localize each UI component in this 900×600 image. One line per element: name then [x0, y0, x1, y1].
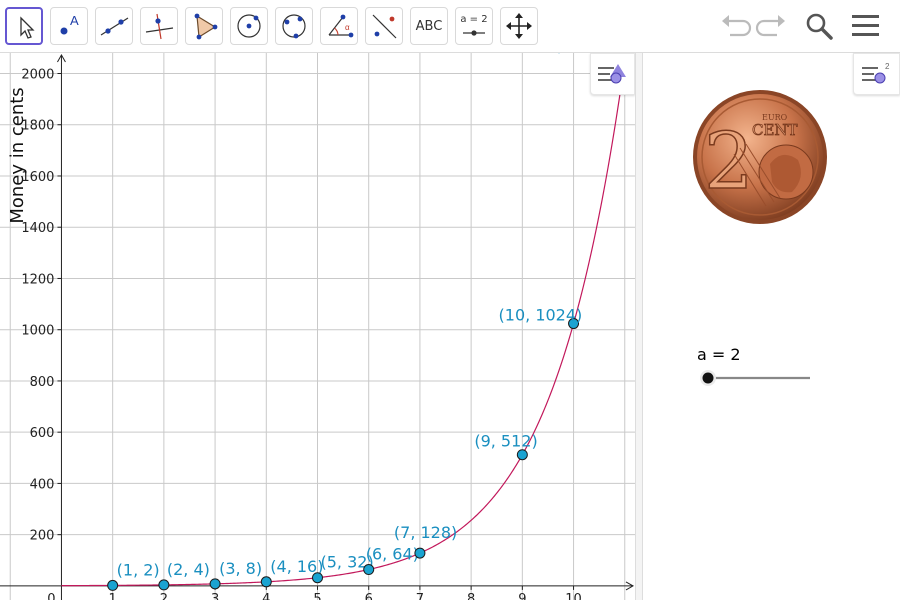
data-point-label: (1, 2) [117, 560, 160, 579]
circle-center-icon [237, 14, 261, 38]
data-point-label: (5, 32) [321, 553, 374, 572]
slider-tool-label: a = 2 [460, 14, 488, 25]
data-point-label: (6, 64) [366, 545, 419, 564]
x-tick-label: 3 [211, 592, 219, 600]
x-tick-label: 7 [416, 592, 424, 600]
y-axis-label: Money in cents [7, 87, 28, 223]
angle-icon: α [328, 14, 354, 38]
x-tick-label: 6 [365, 592, 373, 600]
slider-a-label: a = 2 [697, 345, 741, 364]
undo-button[interactable] [718, 9, 752, 43]
data-point [260, 576, 272, 588]
reflect-icon [372, 14, 397, 39]
menu-icon [852, 15, 879, 36]
data-point [363, 564, 375, 576]
svg-text:2: 2 [885, 62, 890, 71]
y-tick-label: 1200 [21, 272, 54, 287]
search-icon [806, 13, 833, 40]
style-bar-icon: 2 [862, 62, 890, 84]
circle-three-points-icon [282, 14, 306, 39]
function-curve [61, 53, 627, 587]
y-tick-label: 1000 [21, 324, 54, 339]
two-euro-cent-coin-image: 2 EURO CENT [693, 90, 827, 224]
svg-text:EURO: EURO [762, 113, 788, 122]
y-tick-label: 600 [30, 426, 55, 441]
y-axis-arrow [57, 53, 66, 63]
search-button[interactable] [802, 9, 836, 43]
point-tool[interactable]: A [50, 7, 88, 45]
svg-text:α: α [345, 23, 350, 32]
reflect-tool[interactable] [365, 7, 403, 45]
data-point [516, 449, 528, 461]
x-tick-label: 2 [160, 592, 168, 600]
x-tick-label: 5 [313, 592, 321, 600]
y-tick-label: 1800 [21, 119, 54, 134]
y-tick-label: 400 [30, 477, 55, 492]
perpendicular-line-icon [145, 13, 174, 40]
x-tick-label: 9 [518, 592, 526, 600]
y-tick-label: 800 [30, 375, 55, 390]
x-tick-label: 1 [109, 592, 117, 600]
svg-text:CENT: CENT [752, 121, 798, 139]
perpendicular-line-tool[interactable] [140, 7, 178, 45]
toolbar: A [0, 0, 900, 53]
view-divider[interactable] [635, 53, 643, 600]
data-point [414, 547, 426, 559]
text-tool-label: ABC [415, 18, 443, 34]
y-tick-label: 2000 [21, 67, 54, 82]
cursor-arrow-icon [20, 16, 35, 39]
x-tick-label: 0 [47, 592, 55, 600]
algebra-view: 2 2 EURO CENT a = 2 [643, 53, 900, 600]
graphics-view[interactable]: 0 1 2 3 4 5 6 7 8 9 10 200 400 600 800 1000 1200 1400 1600… [0, 53, 635, 600]
data-point-label: (11, 2 [555, 53, 602, 55]
move-graphics-view-tool[interactable] [500, 7, 538, 45]
data-point-label: (9, 512) [474, 432, 537, 451]
circle-center-point-tool[interactable] [230, 7, 268, 45]
svg-text:A: A [70, 13, 79, 28]
data-point-label: (10, 1024) [499, 306, 583, 325]
slider-a[interactable] [697, 367, 817, 389]
slider-icon [463, 30, 485, 36]
data-point-label: (4, 16) [270, 557, 323, 576]
data-point [312, 572, 323, 584]
redo-icon [755, 15, 785, 37]
x-tick-label: 10 [565, 592, 582, 600]
x-tick-label: 8 [467, 592, 475, 600]
graph-canvas[interactable]: 0 1 2 3 4 5 6 7 8 9 10 200 400 600 800 1000 1200 1400 1600… [0, 53, 635, 600]
y-tick-label: 1400 [21, 221, 54, 236]
point-icon: A [60, 13, 79, 35]
data-point [568, 318, 580, 330]
polygon-tool[interactable] [185, 7, 223, 45]
data-point-label: (7, 128) [394, 523, 457, 542]
line-tool[interactable] [95, 7, 133, 45]
data-point-label: (3, 8) [219, 559, 262, 578]
undo-icon [722, 15, 752, 37]
circle-three-points-tool[interactable] [275, 7, 313, 45]
graphics-style-bar-toggle[interactable] [590, 53, 635, 95]
data-point-label: (2, 4) [167, 560, 210, 579]
move-arrows-icon [506, 13, 532, 39]
text-tool[interactable]: ABC [410, 7, 448, 45]
data-point [107, 579, 119, 591]
polygon-icon [194, 13, 218, 40]
x-axis-arrow [625, 581, 635, 591]
data-point [209, 578, 221, 590]
menu-button[interactable] [849, 9, 883, 43]
y-tick-label: 1600 [21, 170, 54, 185]
line-icon [100, 17, 129, 36]
data-point [158, 579, 170, 591]
slider-knob[interactable] [702, 372, 714, 384]
redo-button[interactable] [755, 9, 789, 43]
slider-tool[interactable]: a = 2 [455, 7, 493, 45]
svg-text:2: 2 [704, 117, 754, 207]
angle-tool[interactable]: α [320, 7, 358, 45]
y-tick-label: 200 [30, 529, 55, 544]
x-tick-label: 4 [262, 592, 270, 600]
algebra-style-bar-toggle[interactable]: 2 [853, 53, 900, 95]
move-tool[interactable] [5, 7, 43, 45]
style-bar-icon [598, 64, 626, 84]
